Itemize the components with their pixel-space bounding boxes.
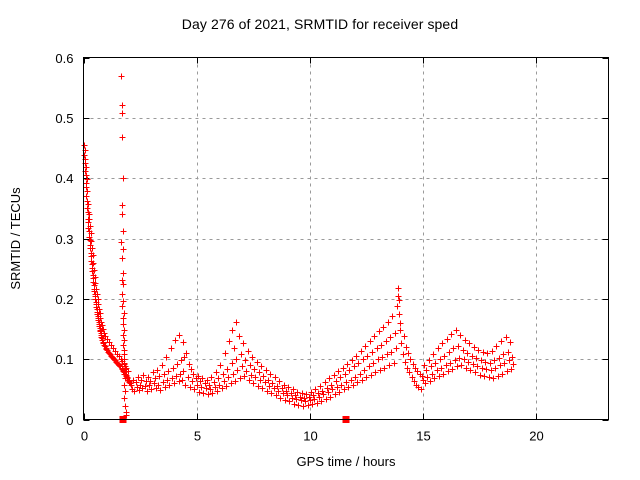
chart-title: Day 276 of 2021, SRMTID for receiver spe… [181,16,459,32]
plot-frame [82,56,610,421]
y-axis-title: SRMTID / TECUs [8,187,23,290]
y-tick-label: 0.1 [55,352,73,367]
x-tick-label: 20 [529,429,543,444]
x-axis-title: GPS time / hours [297,454,396,469]
y-tick-label: 0.2 [55,292,73,307]
x-tick-label: 10 [303,429,317,444]
axis-ticks [83,57,609,422]
y-tick-label: 0.6 [55,51,73,66]
gridlines [83,57,609,420]
axis-titles: GPS time / hours SRMTID / TECUs [8,187,396,469]
tick-labels: 0 0.1 0.2 0.3 0.4 0.5 0.6 0 5 10 15 20 [55,51,543,444]
y-tick-label: 0 [66,413,73,428]
y-tick-label: 0.3 [55,232,73,247]
x-tick-label: 5 [194,429,201,444]
x-tick-label: 0 [81,429,88,444]
y-tick-label: 0.4 [55,171,73,186]
y-tick-label: 0.5 [55,111,73,126]
x-tick-label: 15 [416,429,430,444]
data-points [81,73,517,419]
